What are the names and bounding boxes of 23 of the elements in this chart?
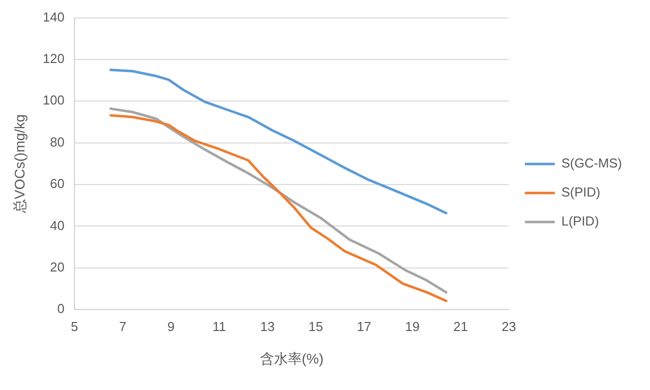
x-tick-label: 13 [260, 318, 275, 334]
x-tick-label: 19 [405, 318, 420, 334]
x-tick-label: 5 [70, 318, 78, 334]
y-tick-label: 0 [57, 301, 64, 316]
y-tick-label: 20 [50, 259, 64, 274]
y-tick-label: 140 [42, 9, 64, 24]
y-tick-label: 120 [42, 51, 64, 66]
x-tick-label: 23 [502, 318, 516, 334]
y-axis-title: 总VOCs()mg/kg [11, 114, 28, 214]
y-tick-label: 60 [50, 176, 64, 192]
legend-label: L(PID) [561, 214, 599, 229]
y-tick-label: 100 [42, 92, 64, 108]
x-tick-label: 17 [356, 318, 372, 334]
x-tick-label: 21 [453, 318, 468, 334]
x-tick-label: 15 [308, 318, 324, 334]
y-tick-label: 80 [50, 134, 64, 150]
x-tick-label: 7 [119, 318, 126, 334]
legend-label: S(GC-MS) [561, 156, 622, 171]
x-tick-label: 9 [167, 318, 175, 334]
legend-label: S(PID) [561, 184, 600, 200]
x-axis-title: 含水率(%) [260, 350, 324, 366]
x-tick-label: 11 [212, 318, 226, 334]
y-tick-label: 40 [50, 218, 64, 233]
